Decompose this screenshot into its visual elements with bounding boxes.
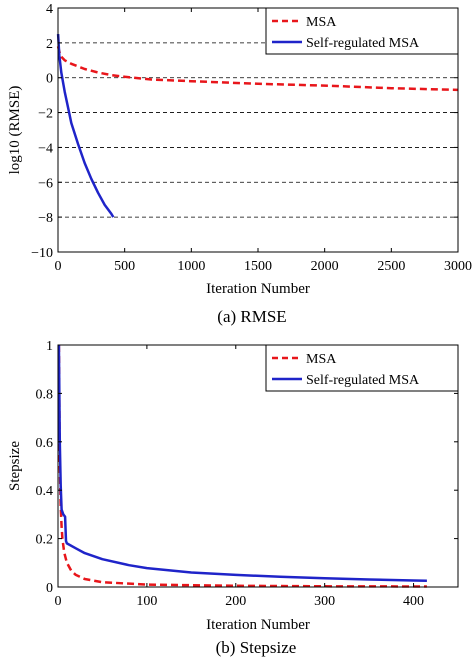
series-line-b-1 [57,344,427,582]
y-tick-label-b-2: 0.6 [36,436,54,451]
x-axis-label-b: Iteration Number [206,617,310,633]
x-tick-label-a-2: 1000 [177,259,205,274]
legend-a: MSA Self-regulated MSA [265,7,459,55]
y-tick-label-b-1: 0.8 [36,387,54,402]
y-tick-label-b-0: 1 [46,339,53,354]
legend-b: MSA Self-regulated MSA [265,344,459,392]
legend-box-b [265,344,459,392]
caption-a: (a) RMSE [217,307,286,326]
y-tick-label-a-5: −6 [38,176,53,191]
legend-label-msa-b: MSA [306,352,337,367]
chart-rmse: 0 500 1000 1500 2000 2500 3000 4 2 0 −2 −4 −6 −8 −10 I… [7,2,472,326]
legend-box-a [265,7,459,55]
x-axis-label-a: Iteration Number [206,281,310,297]
y-tick-label-a-6: −8 [38,211,53,226]
x-tick-label-a-4: 2000 [311,259,339,274]
legend-label-srmsa-b: Self-regulated MSA [306,373,420,388]
grid-a [58,42,458,218]
y-axis-label-a: log10 (RMSE) [7,86,23,175]
y-tick-label-a-4: −4 [38,141,53,156]
x-tick-label-b-2: 200 [225,594,246,609]
x-tick-label-a-6: 3000 [444,259,472,274]
x-tick-label-b-4: 400 [403,594,424,609]
series-line-b-0 [57,344,427,588]
x-tick-label-a-1: 500 [114,259,135,274]
x-tick-label-b-1: 100 [136,594,157,609]
y-tick-label-b-4: 0.2 [36,533,54,548]
caption-b: (b) Stepsize [216,638,297,657]
plot-frame-a [57,7,459,253]
x-tick-label-b-3: 300 [314,594,335,609]
ticks-b: 0 100 200 300 400 1 0.8 0.6 0.4 0.2 0 [36,339,458,609]
y-tick-label-b-5: 0 [46,581,53,596]
y-tick-label-a-1: 2 [46,37,53,52]
series-line-a-0 [56,46,459,92]
y-tick-label-a-0: 4 [46,2,53,17]
series-group-b [57,344,427,588]
legend-label-msa-a: MSA [306,15,337,30]
series-group-a [56,34,459,218]
x-tick-label-a-0: 0 [55,259,62,274]
y-axis-label-b: Stepsize [7,441,23,491]
y-tick-label-a-2: 0 [46,72,53,87]
legend-label-srmsa-a: Self-regulated MSA [306,36,420,51]
x-tick-label-a-3: 1500 [244,259,272,274]
y-tick-label-a-7: −10 [31,246,53,261]
x-tick-label-a-5: 2500 [377,259,405,274]
y-tick-label-a-3: −2 [38,107,53,122]
chart-stepsize: 0 100 200 300 400 1 0.8 0.6 0.4 0.2 0 Iteration Nu… [7,339,459,657]
series-line-a-1 [56,34,115,218]
x-tick-label-b-0: 0 [55,594,62,609]
y-tick-label-b-3: 0.4 [36,484,54,499]
plot-frame-b [57,344,459,588]
ticks-a: 0 500 1000 1500 2000 2500 3000 4 2 0 −2 −4 −6 −8 −10 [31,2,472,274]
